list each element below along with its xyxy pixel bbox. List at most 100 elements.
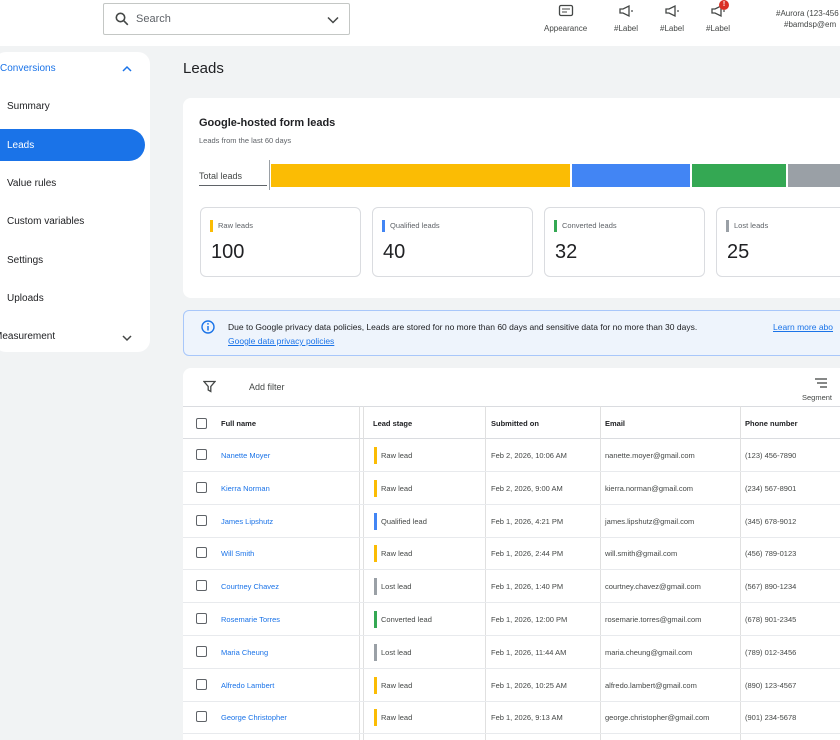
sidebar-item-summary[interactable]: Summary — [7, 101, 50, 112]
info-icon — [201, 320, 215, 334]
row-checkbox[interactable] — [196, 613, 207, 624]
table-row[interactable]: Courtney Chavez Lost lead Feb 1, 2026, 1:4… — [183, 570, 840, 604]
stat-qualified-leads[interactable]: Qualified leads 40 — [372, 207, 533, 277]
row-checkbox[interactable] — [196, 678, 207, 690]
stat-converted-leads[interactable]: Converted leads 32 — [544, 207, 705, 277]
lead-stage: Lost lead — [381, 647, 412, 657]
stat-value: 100 — [211, 241, 245, 263]
table-row[interactable]: Alfredo Lambert Raw lead Feb 1, 2026, 10:2… — [183, 669, 840, 702]
privacy-notice: Due to Google privacy data policies, Lea… — [183, 310, 840, 356]
stat-label: Lost leads — [734, 221, 769, 230]
label-button-2[interactable]: #Label — [660, 4, 684, 33]
lead-name-link[interactable]: Maria Cheung — [221, 647, 269, 657]
table-row[interactable]: Nanette Moyer Raw lead Feb 2, 2026, 10:06 … — [183, 439, 840, 472]
email: rosemarie.torres@gmail.com — [605, 615, 702, 624]
submitted-on: Feb 1, 2026, 10:25 AM — [491, 680, 567, 690]
lead-name-link[interactable]: George Christopher — [221, 713, 287, 723]
table-row[interactable]: James Lipshutz Qualified lead Feb 1, 2026,… — [183, 505, 840, 538]
lead-name-link[interactable]: James Lipshutz — [221, 516, 274, 526]
label-text-2: #Label — [660, 24, 685, 33]
lead-name-link[interactable]: Courtney Chavez — [221, 582, 279, 592]
search-input[interactable]: Search — [136, 13, 171, 25]
stage-color-tick — [374, 676, 377, 694]
table-row[interactable]: Maria Cheung Lost lead Feb 1, 2026, 11:44 … — [183, 636, 840, 669]
total-leads-label: Total leads — [199, 171, 243, 181]
megaphone-icon — [711, 4, 726, 18]
stat-label: Raw leads — [218, 221, 254, 230]
sidebar-item-value-rules[interactable]: Value rules — [7, 178, 57, 189]
lead-name-link[interactable]: Nanette Moyer — [221, 451, 271, 460]
segment-label[interactable]: Segment — [802, 393, 833, 402]
learn-more-link[interactable]: Learn more abo — [773, 322, 834, 332]
table-row[interactable]: Kierra Norman Raw lead Feb 2, 2026, 9:00 A… — [183, 472, 840, 505]
row-checkbox[interactable] — [196, 580, 207, 592]
select-all-checkbox[interactable] — [196, 418, 207, 429]
stat-lost-leads[interactable]: Lost leads 25 — [716, 207, 840, 277]
row-checkbox[interactable] — [196, 711, 207, 723]
phone-number: (901) 234-5678 — [745, 713, 797, 723]
sidebar-item-leads[interactable]: Leads — [0, 129, 145, 161]
notice-message: Due to Google privacy data policies, Lea… — [228, 322, 698, 332]
megaphone-icon — [619, 4, 634, 18]
palette-icon — [558, 4, 573, 17]
column-divider — [485, 406, 486, 740]
bar-baseline — [269, 160, 270, 190]
email: maria.cheung@gmail.com — [605, 647, 693, 657]
row-checkbox[interactable] — [196, 547, 207, 559]
appearance-label: Appearance — [544, 24, 588, 33]
filter-icon[interactable] — [203, 380, 216, 393]
stage-color-tick — [374, 512, 377, 530]
lead-stage: Raw lead — [381, 680, 413, 690]
row-checkbox[interactable] — [196, 645, 207, 657]
phone-number: (567) 890-1234 — [745, 582, 797, 592]
table-row[interactable]: Rosemarie Torres Converted lead Feb 1, 202… — [183, 603, 840, 636]
label-button-3[interactable]: ! #Label — [706, 0, 730, 33]
table-header: Full name Lead stage Submitted on Email … — [183, 406, 840, 439]
add-filter-button[interactable]: Add filter — [249, 382, 285, 392]
sidebar-section-measurement[interactable]: Measurement — [0, 331, 56, 342]
chevron-down-icon[interactable] — [327, 14, 339, 26]
submitted-on: Feb 1, 2026, 1:40 PM — [491, 582, 564, 592]
sidebar-item-custom-variables[interactable]: Custom variables — [7, 216, 85, 227]
bar-segment-lost — [787, 164, 840, 187]
stage-color-tick — [374, 447, 377, 464]
sidebar: Conversions Summary Leads Value rules Cu… — [0, 52, 150, 352]
total-leads-bar — [271, 164, 840, 187]
stat-raw-leads[interactable]: Raw leads 100 — [200, 207, 361, 277]
phone-number: (789) 012-3456 — [745, 647, 797, 657]
row-checkbox[interactable] — [196, 514, 207, 526]
sidebar-item-uploads[interactable]: Uploads — [7, 293, 44, 304]
phone-number: (890) 123-4567 — [745, 680, 797, 690]
card-subtitle: Leads from the last 60 days — [199, 136, 292, 145]
top-bar: Search Appearance #Label #Label ! #Label… — [0, 0, 840, 46]
privacy-policies-link[interactable]: Google data privacy policies — [228, 336, 335, 346]
column-header-phone-number[interactable]: Phone number — [745, 419, 798, 428]
lead-name-link[interactable]: Alfredo Lambert — [221, 680, 275, 690]
lead-name-link[interactable]: Kierra Norman — [221, 483, 270, 493]
stage-color-tick — [374, 643, 377, 661]
account-info[interactable]: #Aurora (123-456 #bamdsp@em — [776, 8, 839, 30]
table-row[interactable]: George Christopher Raw lead Feb 1, 2026, 9… — [183, 701, 840, 735]
column-header-submitted-on[interactable]: Submitted on — [491, 419, 539, 428]
email: james.lipshutz@gmail.com — [605, 516, 695, 526]
chevron-up-icon[interactable] — [122, 64, 132, 74]
column-header-email[interactable]: Email — [605, 419, 626, 428]
lead-name-link[interactable]: Rosemarie Torres — [221, 615, 281, 624]
lead-name-link[interactable]: Will Smith — [221, 549, 255, 559]
stage-color-tick — [374, 578, 377, 596]
column-header-lead-stage[interactable]: Lead stage — [373, 419, 413, 428]
leads-summary-card: Google-hosted form leads Leads from the … — [183, 98, 840, 298]
column-header-full-name[interactable]: Full name — [221, 419, 257, 428]
row-checkbox[interactable] — [196, 449, 207, 460]
sidebar-item-settings[interactable]: Settings — [7, 255, 44, 266]
appearance-button[interactable]: Appearance — [544, 4, 587, 33]
search-box[interactable]: Search — [103, 3, 350, 35]
table-row[interactable]: Will Smith Raw lead Feb 1, 2026, 2:44 PM wi… — [183, 537, 840, 571]
segment-icon[interactable] — [814, 377, 828, 389]
label-button-1[interactable]: #Label — [614, 4, 638, 33]
submitted-on: Feb 1, 2026, 12:00 PM — [491, 615, 568, 624]
row-checkbox[interactable] — [196, 481, 207, 493]
column-divider — [359, 406, 360, 740]
sidebar-section-conversions[interactable]: Conversions — [0, 63, 56, 74]
chevron-down-icon[interactable] — [122, 333, 132, 343]
